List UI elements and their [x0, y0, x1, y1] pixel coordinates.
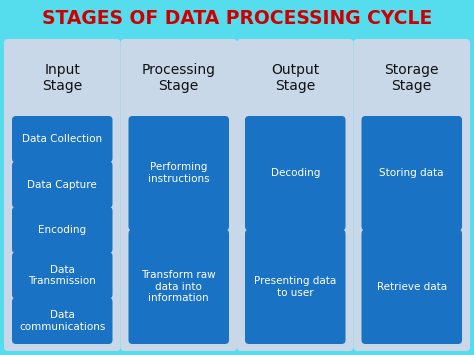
Text: Presenting data
to user: Presenting data to user: [254, 276, 337, 297]
FancyBboxPatch shape: [245, 116, 346, 230]
FancyBboxPatch shape: [12, 116, 112, 162]
Text: Processing
Stage: Processing Stage: [142, 63, 216, 93]
Text: Data Collection: Data Collection: [22, 134, 102, 144]
Text: Storing data: Storing data: [380, 168, 444, 178]
Text: Decoding: Decoding: [271, 168, 320, 178]
FancyBboxPatch shape: [12, 297, 112, 344]
Text: Encoding: Encoding: [38, 225, 86, 235]
Text: Storage
Stage: Storage Stage: [384, 63, 439, 93]
Text: Retrieve data: Retrieve data: [377, 282, 447, 292]
FancyBboxPatch shape: [12, 162, 112, 208]
Text: Transform raw
data into
information: Transform raw data into information: [141, 270, 216, 304]
Text: Data
communications: Data communications: [19, 310, 105, 332]
FancyBboxPatch shape: [128, 229, 229, 344]
FancyBboxPatch shape: [362, 116, 462, 230]
FancyBboxPatch shape: [4, 39, 120, 351]
FancyBboxPatch shape: [354, 39, 470, 351]
FancyBboxPatch shape: [237, 39, 354, 351]
Text: STAGES OF DATA PROCESSING CYCLE: STAGES OF DATA PROCESSING CYCLE: [42, 10, 432, 28]
FancyBboxPatch shape: [245, 229, 346, 344]
Text: Input
Stage: Input Stage: [42, 63, 82, 93]
Text: Performing
instructions: Performing instructions: [148, 163, 210, 184]
FancyBboxPatch shape: [362, 229, 462, 344]
Text: Data
Transmission: Data Transmission: [28, 264, 96, 286]
FancyBboxPatch shape: [120, 39, 237, 351]
FancyBboxPatch shape: [12, 252, 112, 299]
FancyBboxPatch shape: [128, 116, 229, 230]
Text: Output
Stage: Output Stage: [271, 63, 319, 93]
FancyBboxPatch shape: [12, 207, 112, 253]
Text: Data Capture: Data Capture: [27, 180, 97, 190]
